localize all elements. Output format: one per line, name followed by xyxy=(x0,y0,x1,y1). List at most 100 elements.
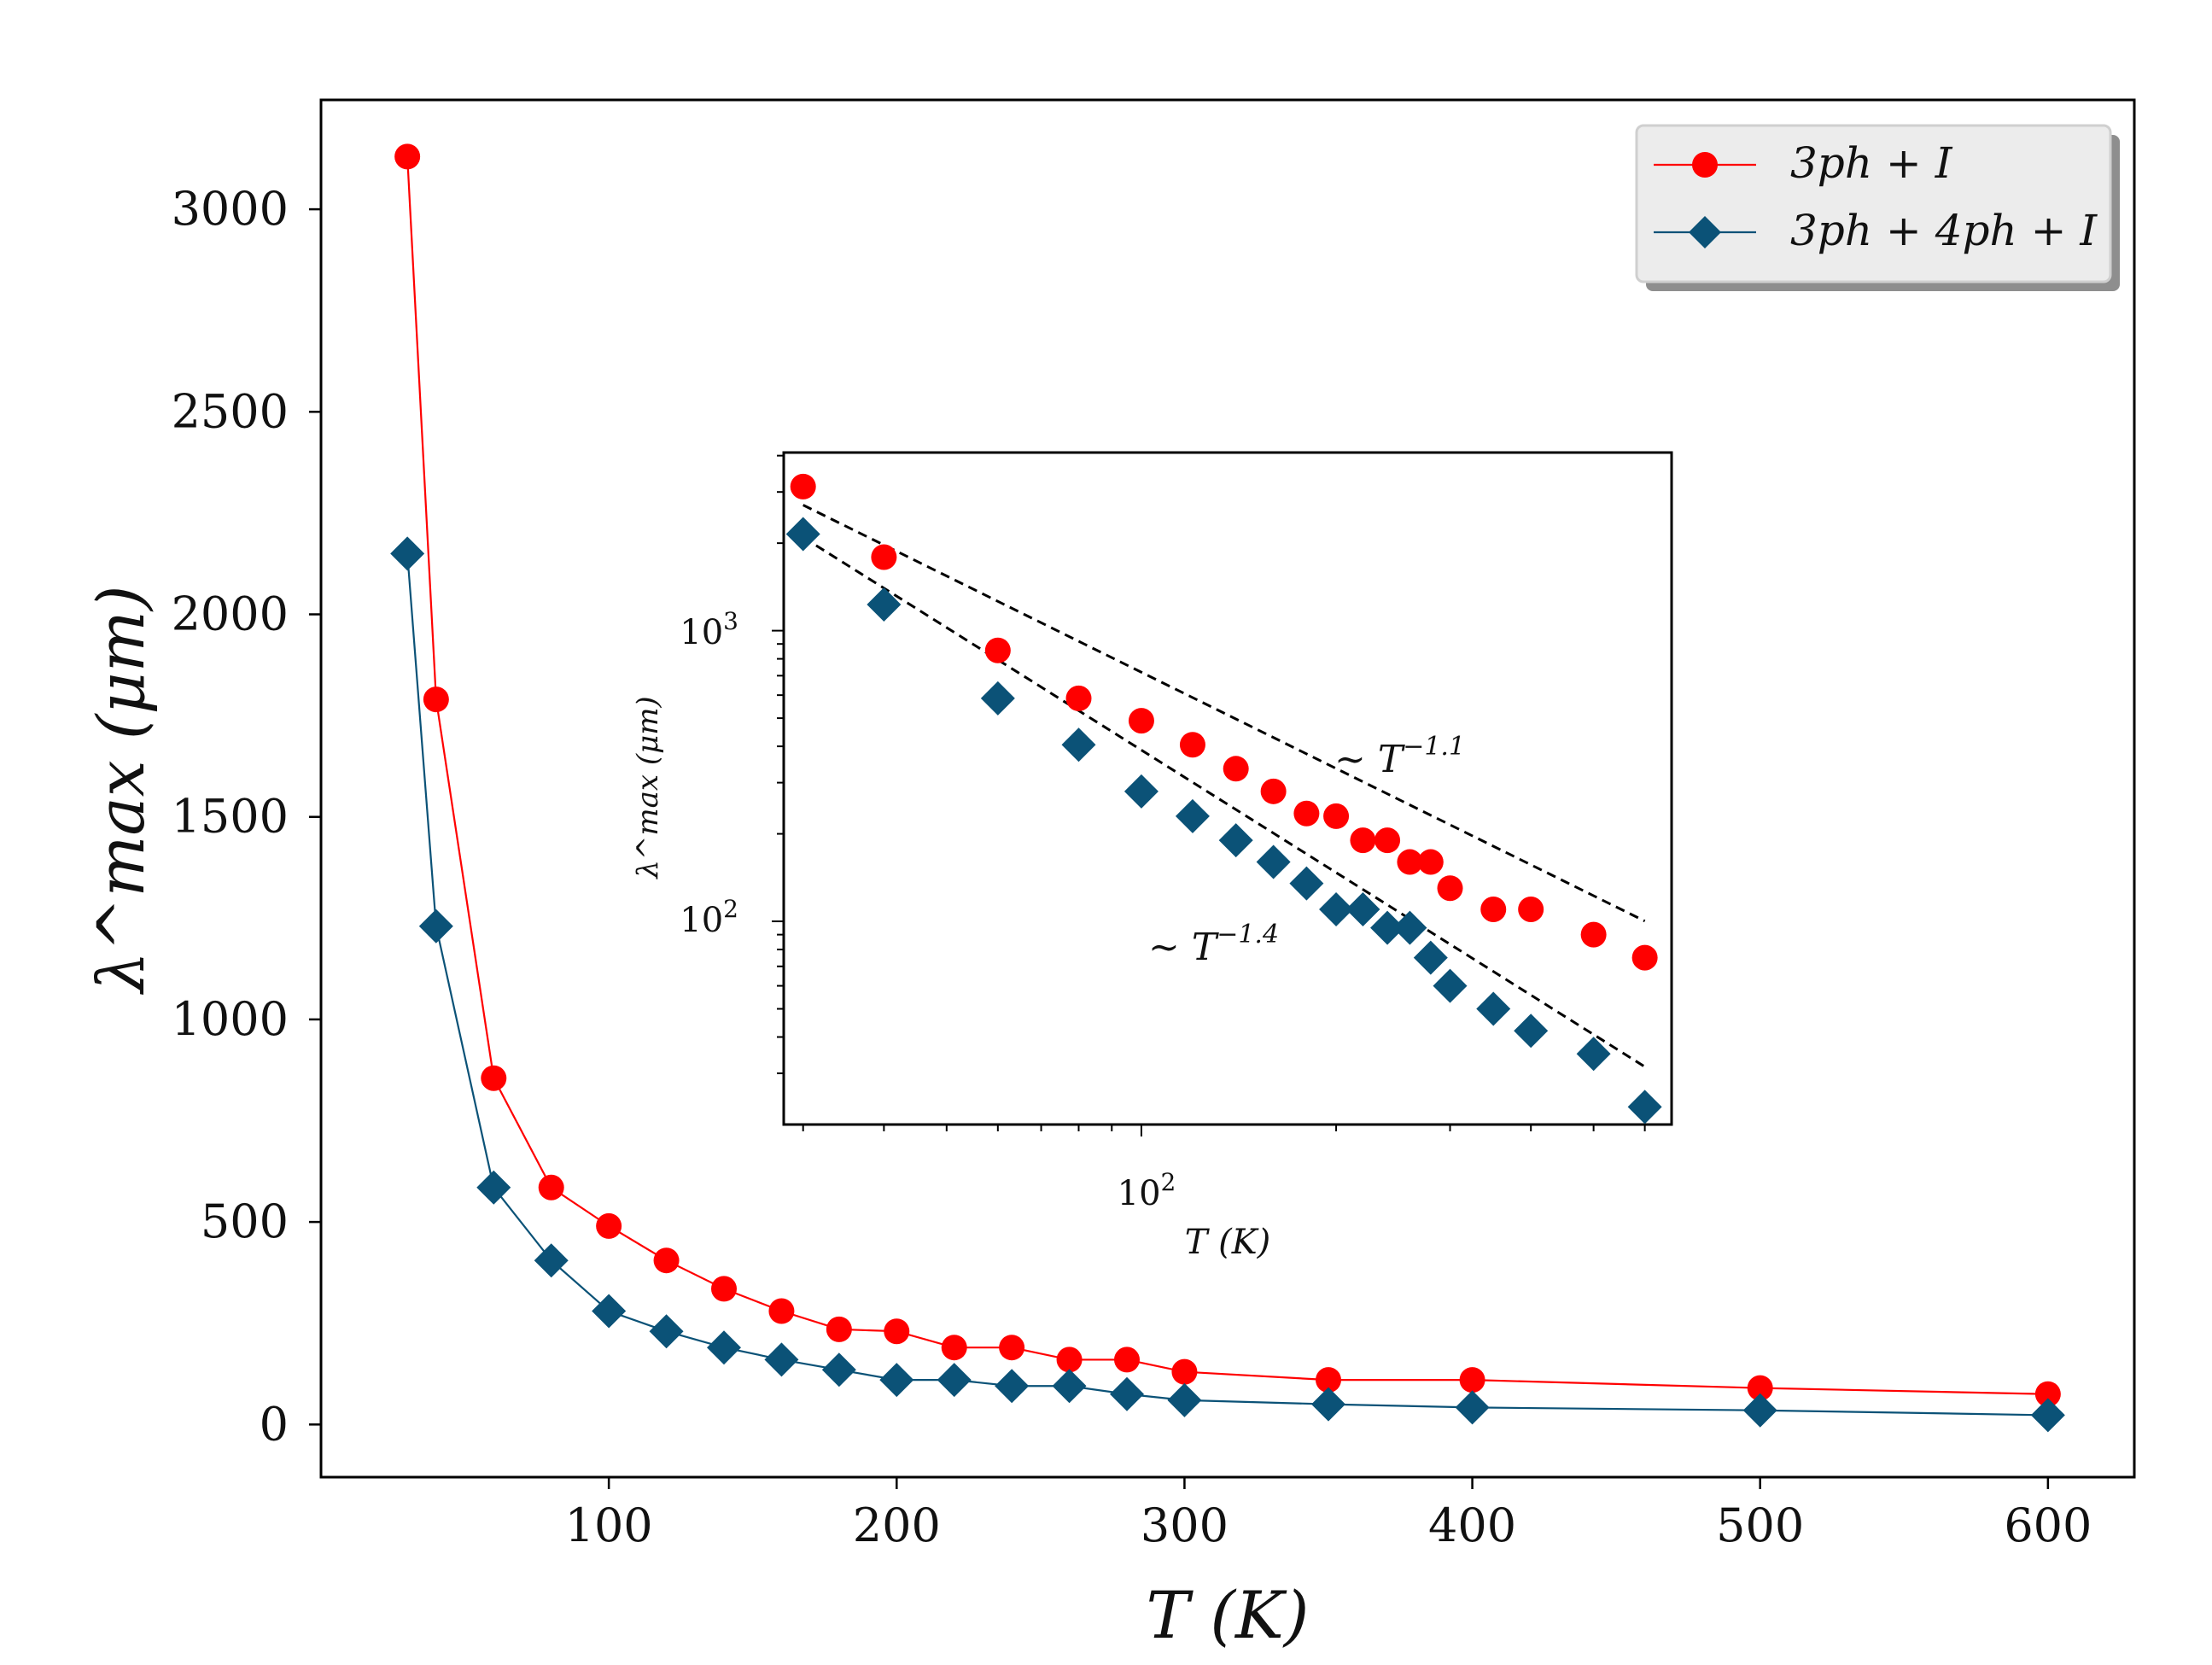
inset-y-axis-label: λ^max (μm) xyxy=(631,696,665,879)
inset-point-red xyxy=(1128,708,1154,734)
inset-point-red xyxy=(1580,921,1607,948)
main-point-red xyxy=(1459,1367,1485,1393)
inset-point-red xyxy=(871,544,897,570)
main-x-ticks: 100 200 300 400 500 600 xyxy=(565,1477,2092,1552)
main-point-red xyxy=(1056,1347,1083,1373)
inset-annotation-fit-1-exp: −1.1 xyxy=(1403,732,1465,762)
main-point-blue xyxy=(821,1352,856,1388)
inset-point-red xyxy=(984,637,1011,663)
inset-point-blue xyxy=(785,517,820,552)
main-point-blue xyxy=(534,1243,569,1278)
inset-point-red xyxy=(1323,803,1350,829)
inset-point-blue xyxy=(1256,844,1291,879)
inset-point-red xyxy=(1518,896,1544,922)
main-point-red xyxy=(711,1276,737,1302)
main-y-tick-label: 1500 xyxy=(172,790,289,844)
main-point-red xyxy=(826,1316,852,1342)
legend: 3ph + I 3ph + 4ph + I xyxy=(1635,124,2120,291)
main-point-blue xyxy=(707,1330,741,1365)
inset-x-tick-exp: 2 xyxy=(1161,1168,1176,1196)
legend-label-blue: 3ph + 4ph + I xyxy=(1790,206,2098,255)
main-point-blue xyxy=(2030,1398,2065,1433)
inset-point-red xyxy=(1397,849,1423,875)
inset-point-blue xyxy=(1175,798,1210,833)
inset-point-red xyxy=(1260,778,1287,804)
main-y-tick-label: 2000 xyxy=(172,587,289,641)
main-point-red xyxy=(394,143,421,170)
main-point-red xyxy=(481,1065,507,1091)
inset-point-red xyxy=(1480,896,1507,922)
inset-point-blue xyxy=(1370,910,1405,945)
main-point-red xyxy=(1171,1358,1198,1385)
main-point-red xyxy=(423,686,449,713)
main-point-blue xyxy=(390,536,425,571)
main-y-axis-label-text: λ^max (μm) xyxy=(83,585,159,995)
main-point-red xyxy=(768,1298,795,1324)
inset-point-blue xyxy=(1392,910,1427,945)
legend-marker-diamond xyxy=(1689,216,1721,248)
inset-series xyxy=(785,473,1662,1125)
main-point-blue xyxy=(1052,1369,1087,1404)
main-x-axis-label-text: T (K) xyxy=(1147,1577,1310,1653)
main-x-tick-label: 400 xyxy=(1428,1498,1516,1552)
inset-point-blue xyxy=(1476,991,1511,1026)
inset-plot: 102 102 103 T (K) λ^max (μm) ~ T−1.1 ~ T… xyxy=(631,451,1673,1262)
inset-point-red xyxy=(1065,685,1092,711)
main-x-tick-label: 600 xyxy=(2004,1498,2092,1552)
main-point-blue xyxy=(937,1363,972,1398)
main-x-tick-label: 300 xyxy=(1141,1498,1229,1552)
main-point-red xyxy=(538,1174,564,1201)
inset-point-red xyxy=(1223,756,1249,782)
inset-point-blue xyxy=(1576,1037,1611,1072)
inset-annotation-fit-2: ~ T−1.4 xyxy=(1148,920,1279,969)
main-point-red xyxy=(1747,1375,1773,1401)
inset-point-red xyxy=(1631,944,1658,971)
inset-point-red xyxy=(1417,849,1444,875)
inset-point-blue xyxy=(1433,968,1468,1003)
inset-point-red xyxy=(1374,827,1401,854)
inset-fit-lines xyxy=(802,504,1646,1068)
main-point-red xyxy=(884,1318,910,1345)
main-series xyxy=(390,143,2065,1433)
main-point-blue xyxy=(418,908,453,944)
main-y-tick-label: 500 xyxy=(201,1195,289,1248)
main-point-red xyxy=(1316,1367,1341,1393)
main-point-red xyxy=(596,1212,622,1239)
inset-point-blue xyxy=(1218,823,1253,858)
inset-point-red xyxy=(1179,732,1205,758)
main-point-blue xyxy=(1311,1387,1345,1422)
main-point-red xyxy=(999,1335,1025,1361)
inset-point-red xyxy=(1350,827,1376,854)
inset-point-blue xyxy=(1345,891,1380,926)
main-point-blue xyxy=(1455,1390,1490,1425)
main-point-blue xyxy=(764,1342,799,1377)
main-y-tick-label: 1000 xyxy=(172,992,289,1046)
main-point-red xyxy=(653,1247,680,1274)
main-point-blue xyxy=(476,1170,511,1205)
main-point-blue xyxy=(592,1294,627,1329)
inset-plot-frame xyxy=(782,451,1673,1126)
main-x-tick-label: 500 xyxy=(1716,1498,1804,1552)
main-point-blue xyxy=(879,1363,914,1398)
inset-point-red xyxy=(1437,875,1463,902)
inset-point-blue xyxy=(1061,727,1096,762)
inset-point-blue xyxy=(1413,940,1448,975)
main-x-tick-label: 200 xyxy=(853,1498,941,1552)
inset-point-blue xyxy=(1627,1090,1662,1125)
inset-point-blue xyxy=(1124,774,1159,809)
main-point-blue xyxy=(995,1369,1030,1404)
inset-y-tick-label-100: 102 xyxy=(680,895,738,940)
inset-point-red xyxy=(1293,800,1320,827)
inset-y-tick-exp-1000: 3 xyxy=(723,607,738,635)
main-y-tick-label: 2500 xyxy=(172,384,289,438)
inset-annotation-fit-1: ~ T−1.1 xyxy=(1334,732,1465,781)
inset-y-tick-exp-100: 2 xyxy=(723,895,738,923)
inset-point-red xyxy=(790,473,816,500)
legend-label-red: 3ph + I xyxy=(1790,138,1953,188)
main-y-ticks: 0 500 1000 1500 2000 2500 3000 xyxy=(172,182,321,1451)
main-x-axis-label: T (K) xyxy=(1147,1577,1310,1653)
main-point-red xyxy=(2034,1381,2061,1407)
legend-marker-circle xyxy=(1692,152,1718,178)
main-point-blue xyxy=(1110,1376,1144,1411)
